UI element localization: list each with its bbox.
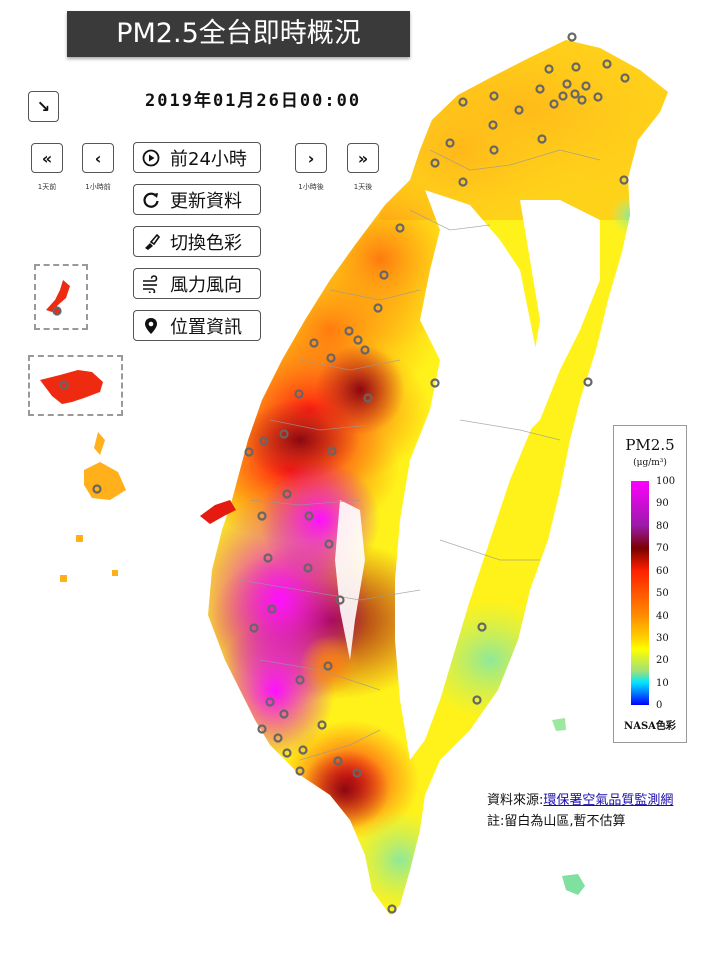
legend-tick-10: 10	[656, 678, 669, 689]
epa-link[interactable]: 環保署空氣品質監測網	[543, 793, 674, 808]
legend-tick-100: 100	[656, 476, 676, 487]
prev-day-caption: 1天前	[37, 183, 57, 191]
legend-tick-70: 70	[656, 543, 669, 554]
legend-title: PM2.5	[625, 436, 675, 454]
data-source-label: 資料來源:	[487, 793, 544, 808]
legend-tick-20: 20	[656, 655, 669, 666]
refresh-button[interactable]: 更新資料	[133, 184, 261, 215]
kinmen-inset[interactable]	[28, 355, 123, 416]
legend-tick-90: 90	[656, 498, 669, 509]
refresh-icon	[142, 191, 160, 209]
prev-day-button[interactable]: «	[31, 143, 63, 173]
past-24h-label: 前24小時	[170, 148, 247, 170]
location-label: 位置資訊	[170, 316, 242, 338]
chevron-right-icon: ›	[307, 148, 315, 168]
chevron-left-icon: ‹	[94, 148, 102, 168]
switch-color-button[interactable]: 切換色彩	[133, 226, 261, 257]
pm25-legend: PM2.5 (μg/m³) 100 90 80 70 60 50 40 30 2…	[613, 425, 687, 743]
prev-hour-button[interactable]: ‹	[82, 143, 114, 173]
next-hour-button[interactable]: ›	[295, 143, 327, 173]
play-circle-icon	[142, 149, 160, 167]
prev-hour-caption: 1小時前	[85, 183, 111, 191]
refresh-label: 更新資料	[170, 190, 242, 212]
legend-tick-0: 0	[656, 700, 663, 711]
location-button[interactable]: 位置資訊	[133, 310, 261, 341]
data-source: 資料來源:環保署空氣品質監測網	[487, 789, 673, 808]
legend-footer: NASA色彩	[624, 721, 676, 732]
double-chevron-right-icon: »	[357, 148, 369, 168]
paint-brush-icon	[142, 233, 160, 251]
wind-label: 風力風向	[170, 274, 242, 296]
legend-tick-30: 30	[656, 633, 669, 644]
past-24h-button[interactable]: 前24小時	[133, 142, 261, 173]
location-pin-icon	[142, 317, 160, 335]
wind-button[interactable]: 風力風向	[133, 268, 261, 299]
next-day-button[interactable]: »	[347, 143, 379, 173]
switch-color-label: 切換色彩	[170, 232, 242, 254]
legend-tick-50: 50	[656, 588, 669, 599]
next-hour-caption: 1小時後	[298, 183, 324, 191]
matsu-inset[interactable]	[34, 264, 88, 330]
datetime-label: 2019年01月26日00:00	[145, 91, 362, 111]
legend-color-bar	[631, 481, 649, 705]
next-day-caption: 1天後	[353, 183, 373, 191]
legend-unit: (μg/m³)	[633, 458, 667, 468]
legend-tick-80: 80	[656, 521, 669, 532]
wind-icon	[142, 274, 160, 293]
mountain-note: 註:留白為山區,暫不估算	[487, 814, 626, 829]
legend-tick-60: 60	[656, 566, 669, 577]
page-title: PM2.5全台即時概況	[67, 11, 410, 57]
arrow-down-right-icon: ↘	[36, 97, 51, 116]
legend-tick-40: 40	[656, 611, 669, 622]
collapse-button[interactable]: ↘	[28, 91, 59, 122]
double-chevron-left-icon: «	[41, 148, 53, 168]
